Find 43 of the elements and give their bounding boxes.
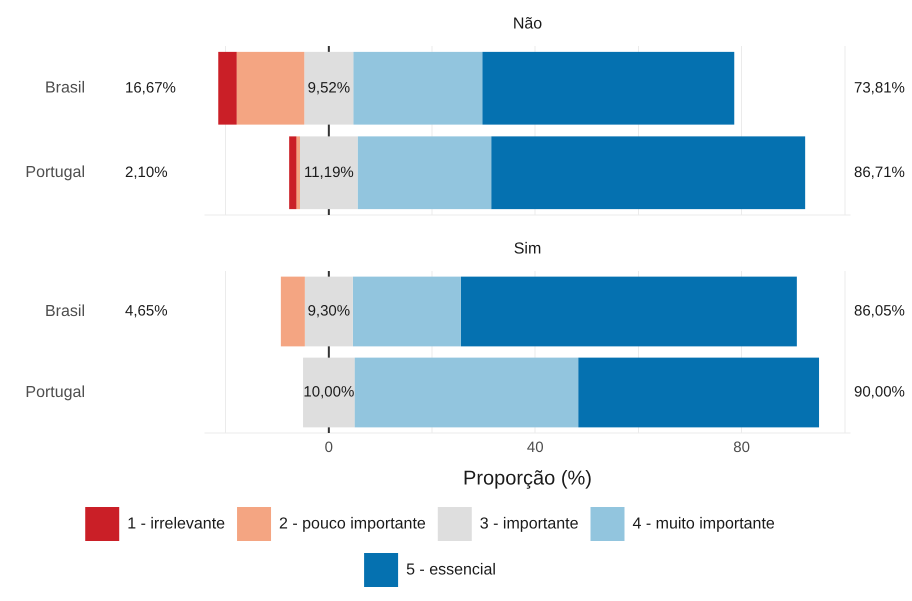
legend-label: 4 - muito importante (632, 515, 775, 532)
bar (304, 52, 354, 125)
data-label: 11,19% (304, 164, 354, 181)
bar (482, 52, 734, 125)
bar (300, 136, 358, 210)
text: 86,71% (854, 164, 905, 181)
y-tick-label: Portugal (25, 384, 85, 401)
text: 2,10% (125, 164, 168, 181)
bar (358, 136, 492, 210)
data-label: 10,00% (303, 384, 354, 401)
bar (354, 358, 578, 428)
legend-label: 2 - pouco importante (279, 515, 426, 532)
bar (289, 136, 296, 210)
data-label: 9,30% (308, 302, 350, 320)
bar (352, 276, 461, 346)
text: 16,67% (125, 79, 176, 96)
x-tick-label: 0 (324, 439, 334, 456)
bar (353, 52, 482, 125)
text: 73,81% (854, 79, 905, 96)
x-tick-label: 80 (733, 439, 750, 456)
legend-label: 5 - essencial (406, 561, 496, 578)
bar (280, 276, 305, 346)
data-label: 9,52% (308, 79, 350, 96)
bar (491, 136, 806, 210)
chart-title: Sim (514, 240, 542, 258)
legend-label: 3 - importante (480, 515, 579, 532)
text: 4,65% (125, 302, 168, 320)
bar (218, 52, 237, 125)
y-tick-label: Brasil (44, 80, 85, 97)
bar (236, 52, 304, 125)
bar (460, 276, 797, 346)
text: 86,05% (854, 302, 905, 320)
bar (304, 276, 353, 346)
bar (578, 358, 820, 428)
x-axis-title: Proporção (%) (463, 468, 592, 490)
bar (303, 358, 355, 428)
bar (296, 136, 300, 210)
x-tick-label: 40 (526, 439, 544, 456)
text: 90,00% (854, 384, 905, 401)
legend-label: 1 - irrelevante (127, 515, 226, 532)
y-tick-label: Portugal (25, 164, 85, 182)
chart-title: Não (512, 15, 542, 32)
y-tick-label: Brasil (44, 302, 85, 320)
